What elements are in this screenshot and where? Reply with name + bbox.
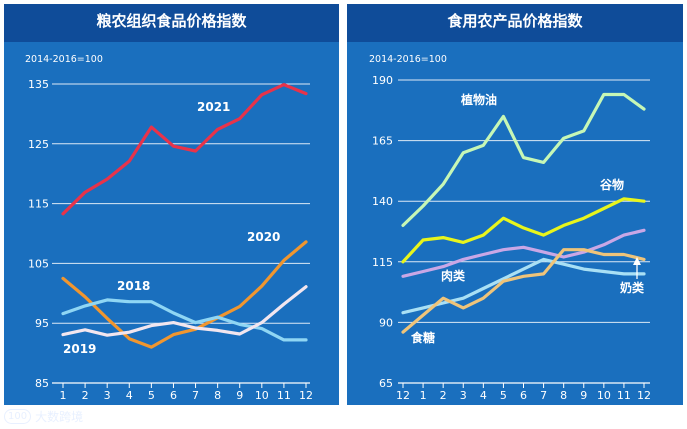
watermark-logo-icon: 100 (4, 408, 32, 424)
right-y-tick-label: 90 (379, 316, 393, 329)
series-line-2020 (61, 240, 308, 349)
right-y-tick-label: 165 (372, 135, 393, 148)
left-x-tick-label: 8 (214, 389, 221, 402)
right-y-tick-label: 190 (372, 74, 393, 87)
left-base-note: 2014-2016=100 (25, 54, 103, 65)
right-x-tick-label: 5 (500, 389, 507, 402)
right-x-tick-label: 12 (396, 389, 410, 402)
left-x-tick-label: 11 (277, 389, 291, 402)
right-x-tick-label: 8 (560, 389, 567, 402)
left-y-tick-label: 125 (28, 138, 49, 151)
series-label-2020: 2020 (247, 230, 280, 244)
left-title-bar (4, 4, 339, 42)
left-x-tick-label: 7 (192, 389, 199, 402)
right-x-tick-label: 12 (637, 389, 651, 402)
right-y-tick-label: 65 (379, 377, 393, 390)
left-y-tick-label: 115 (28, 198, 49, 211)
left-x-tick-label: 6 (170, 389, 177, 402)
series-line-奶类 (401, 257, 646, 315)
series-label-2021: 2021 (197, 100, 230, 114)
right-y-tick-label: 140 (372, 195, 393, 208)
left-x-tick-label: 12 (299, 389, 313, 402)
series-label-食糖: 食糖 (410, 330, 435, 345)
right-x-tick-label: 9 (580, 389, 587, 402)
right-x-tick-label: 1 (420, 389, 427, 402)
right-y-tick-label: 115 (372, 256, 393, 269)
watermark: 100 大数跨境 (4, 406, 83, 426)
series-line-2018 (61, 298, 308, 342)
left-chart-title: 粮农组织食品价格指数 (96, 12, 247, 30)
left-y-tick-label: 105 (28, 257, 49, 270)
series-label-肉类: 肉类 (441, 268, 466, 283)
right-chart-title: 食用农产品价格指数 (447, 12, 583, 30)
label-pointer-arrowhead (633, 257, 641, 265)
left-y-tick-label: 85 (35, 377, 49, 390)
series-line-谷物 (401, 197, 646, 264)
left-x-tick-label: 10 (255, 389, 269, 402)
left-x-tick-label: 9 (236, 389, 243, 402)
x-group-label: 2021 (417, 411, 445, 424)
right-x-tick-label: 11 (617, 389, 631, 402)
left-x-tick-label: 2 (82, 389, 89, 402)
left-x-tick-label: 4 (126, 389, 133, 402)
series-line-2019 (61, 285, 308, 337)
series-line-食糖 (401, 248, 646, 334)
left-x-tick-label: 5 (148, 389, 155, 402)
left-y-tick-label: 135 (28, 78, 49, 91)
left-x-tick-label: 3 (104, 389, 111, 402)
right-x-tick-label: 4 (480, 389, 487, 402)
right-title-bar (347, 4, 683, 42)
series-label-植物油: 植物油 (460, 92, 497, 107)
series-label-2018: 2018 (117, 279, 150, 293)
series-label-2019: 2019 (63, 342, 96, 356)
series-label-奶类: 奶类 (620, 280, 645, 295)
right-x-tick-label: 6 (520, 389, 527, 402)
right-base-note: 2014-2016=100 (369, 54, 447, 65)
right-x-tick-label: 2 (440, 389, 447, 402)
left-x-tick-label: 1 (60, 389, 67, 402)
series-line-植物油 (401, 92, 646, 227)
series-line-2021 (61, 82, 308, 216)
right-x-tick-label: 10 (597, 389, 611, 402)
right-x-tick-label: 7 (540, 389, 547, 402)
watermark-text: 大数跨境 (35, 409, 84, 424)
left-y-tick-label: 95 (35, 317, 49, 330)
series-label-谷物: 谷物 (600, 177, 624, 192)
right-panel-background (347, 4, 683, 405)
series-line-肉类 (401, 228, 646, 278)
x-group-label: 2020 (389, 411, 417, 424)
right-x-tick-label: 3 (460, 389, 467, 402)
